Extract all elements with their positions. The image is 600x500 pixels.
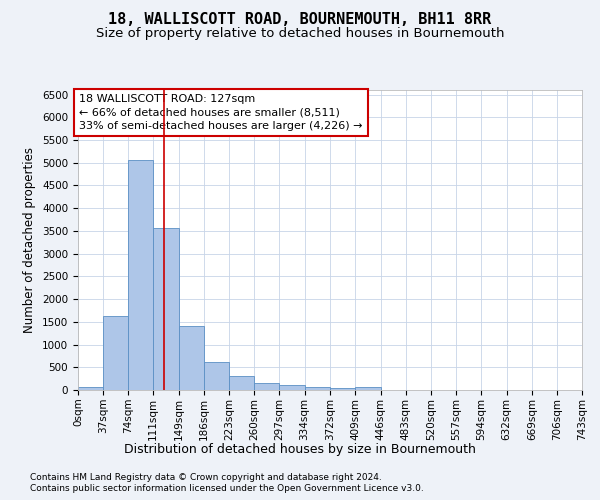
Bar xyxy=(204,362,229,390)
Text: 18, WALLISCOTT ROAD, BOURNEMOUTH, BH11 8RR: 18, WALLISCOTT ROAD, BOURNEMOUTH, BH11 8… xyxy=(109,12,491,28)
Bar xyxy=(280,385,305,390)
Bar xyxy=(128,160,153,390)
Bar xyxy=(331,388,355,390)
Text: Distribution of detached houses by size in Bournemouth: Distribution of detached houses by size … xyxy=(124,442,476,456)
Bar xyxy=(153,228,179,390)
Text: Size of property relative to detached houses in Bournemouth: Size of property relative to detached ho… xyxy=(96,28,504,40)
Y-axis label: Number of detached properties: Number of detached properties xyxy=(23,147,37,333)
Text: Contains HM Land Registry data © Crown copyright and database right 2024.: Contains HM Land Registry data © Crown c… xyxy=(30,472,382,482)
Text: Contains public sector information licensed under the Open Government Licence v3: Contains public sector information licen… xyxy=(30,484,424,493)
Bar xyxy=(103,316,128,390)
Bar xyxy=(78,386,103,390)
Bar xyxy=(254,384,280,390)
Bar xyxy=(179,326,204,390)
Bar xyxy=(305,386,331,390)
Bar xyxy=(355,387,380,390)
Bar xyxy=(229,376,254,390)
Text: 18 WALLISCOTT ROAD: 127sqm
← 66% of detached houses are smaller (8,511)
33% of s: 18 WALLISCOTT ROAD: 127sqm ← 66% of deta… xyxy=(79,94,363,131)
